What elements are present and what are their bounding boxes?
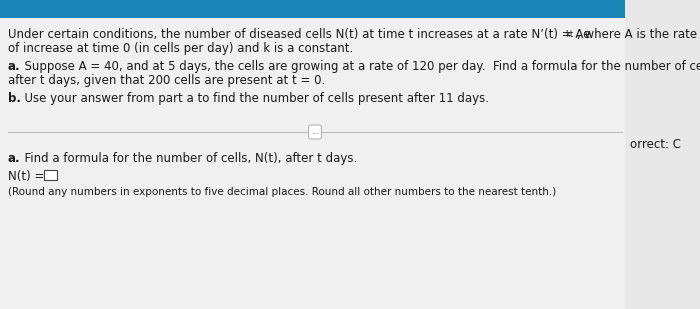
Text: orrect: C: orrect: C (630, 138, 681, 151)
Text: a.: a. (8, 152, 20, 165)
Text: (Round any numbers in exponents to five decimal places. Round all other numbers : (Round any numbers in exponents to five … (8, 187, 557, 197)
Text: kt: kt (565, 30, 573, 39)
Text: after t days, given that 200 cells are present at t = 0.: after t days, given that 200 cells are p… (8, 74, 326, 87)
Text: Use your answer from part a to find the number of cells present after 11 days.: Use your answer from part a to find the … (17, 92, 489, 105)
Text: Find a formula for the number of cells, N(t), after t days.: Find a formula for the number of cells, … (17, 152, 357, 165)
Text: ...: ... (311, 128, 319, 137)
Text: a.: a. (8, 60, 20, 73)
Text: N(t) =: N(t) = (8, 170, 44, 183)
Text: Suppose A = 40, and at 5 days, the cells are growing at a rate of 120 per day.  : Suppose A = 40, and at 5 days, the cells… (17, 60, 700, 73)
Text: of increase at time 0 (in cells per day) and k is a constant.: of increase at time 0 (in cells per day)… (8, 42, 354, 55)
Text: , where A is the rate: , where A is the rate (577, 28, 697, 41)
Bar (0, 0, 700, 18)
Text: Under certain conditions, the number of diseased cells N(t) at time t increases : Under certain conditions, the number of … (8, 28, 590, 41)
Text: b.: b. (8, 92, 21, 105)
Bar (625, 0, 700, 309)
Bar (44, 170, 57, 180)
